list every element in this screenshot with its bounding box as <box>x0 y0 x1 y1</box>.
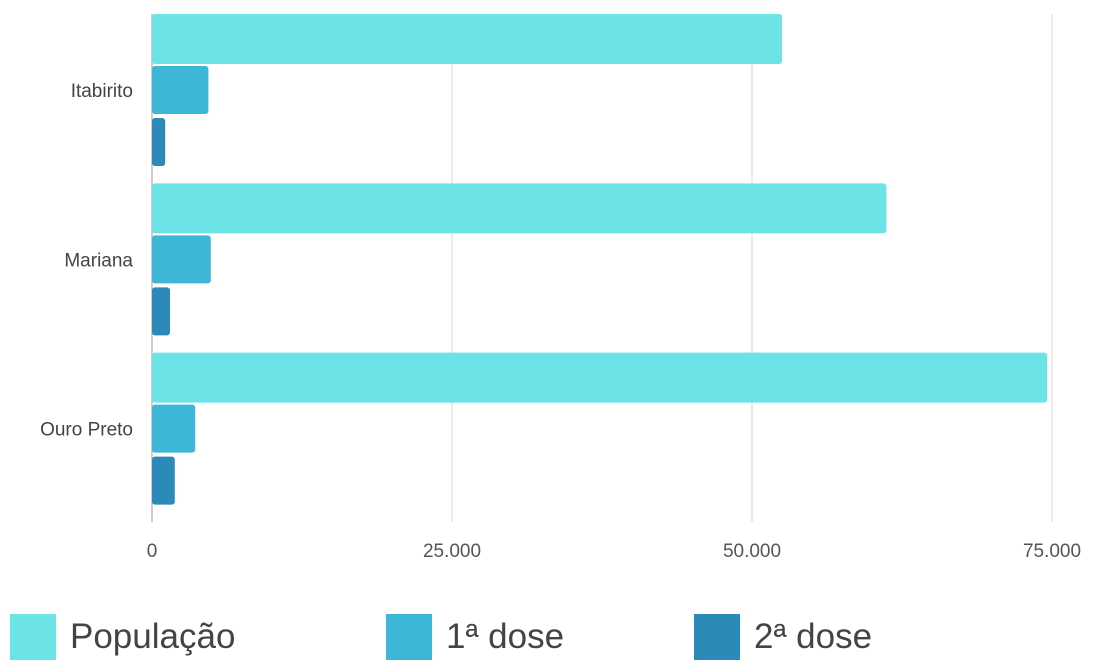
legend-label-1a-dose: 1ª dose <box>446 617 565 656</box>
legend-label-populacao: População <box>70 617 236 656</box>
legend-item-populacao: População <box>10 614 235 660</box>
legend-swatch-populacao <box>10 614 56 660</box>
bars <box>152 14 1048 505</box>
legend-label-2a-dose: 2ª dose <box>754 617 873 656</box>
category-label: Itabirito <box>71 81 133 102</box>
legend-item-2a-dose: 2ª dose <box>694 614 872 660</box>
x-tick-labels: 0 25.000 50.000 75.000 <box>147 541 1081 562</box>
x-tick-label: 0 <box>147 541 158 562</box>
x-tick-label: 75.000 <box>1023 541 1081 562</box>
x-tick-label: 25.000 <box>423 541 481 562</box>
category-label: Ouro Preto <box>40 420 133 441</box>
bar-1-dose <box>152 404 196 453</box>
category-label: Mariana <box>64 250 133 271</box>
bar-popula-o <box>152 352 1048 403</box>
legend-swatch-1a-dose <box>386 614 432 660</box>
bar-2-dose <box>152 118 166 166</box>
gridlines <box>151 14 1053 522</box>
bar-2-dose <box>152 287 170 336</box>
bar-2-dose <box>152 456 175 505</box>
legend: População 1ª dose 2ª dose <box>10 614 1090 668</box>
bar-chart: Itabirito Mariana Ouro Preto 0 25.000 50.000… <box>40 14 1081 562</box>
legend-swatch-2a-dose <box>694 614 740 660</box>
category-labels: Itabirito Mariana Ouro Preto <box>40 81 133 441</box>
x-tick-label: 50.000 <box>723 541 781 562</box>
legend-item-1a-dose: 1ª dose <box>386 614 564 660</box>
bar-popula-o <box>152 183 887 234</box>
bar-popula-o <box>152 14 782 64</box>
bar-1-dose <box>152 66 209 114</box>
bar-1-dose <box>152 235 211 284</box>
